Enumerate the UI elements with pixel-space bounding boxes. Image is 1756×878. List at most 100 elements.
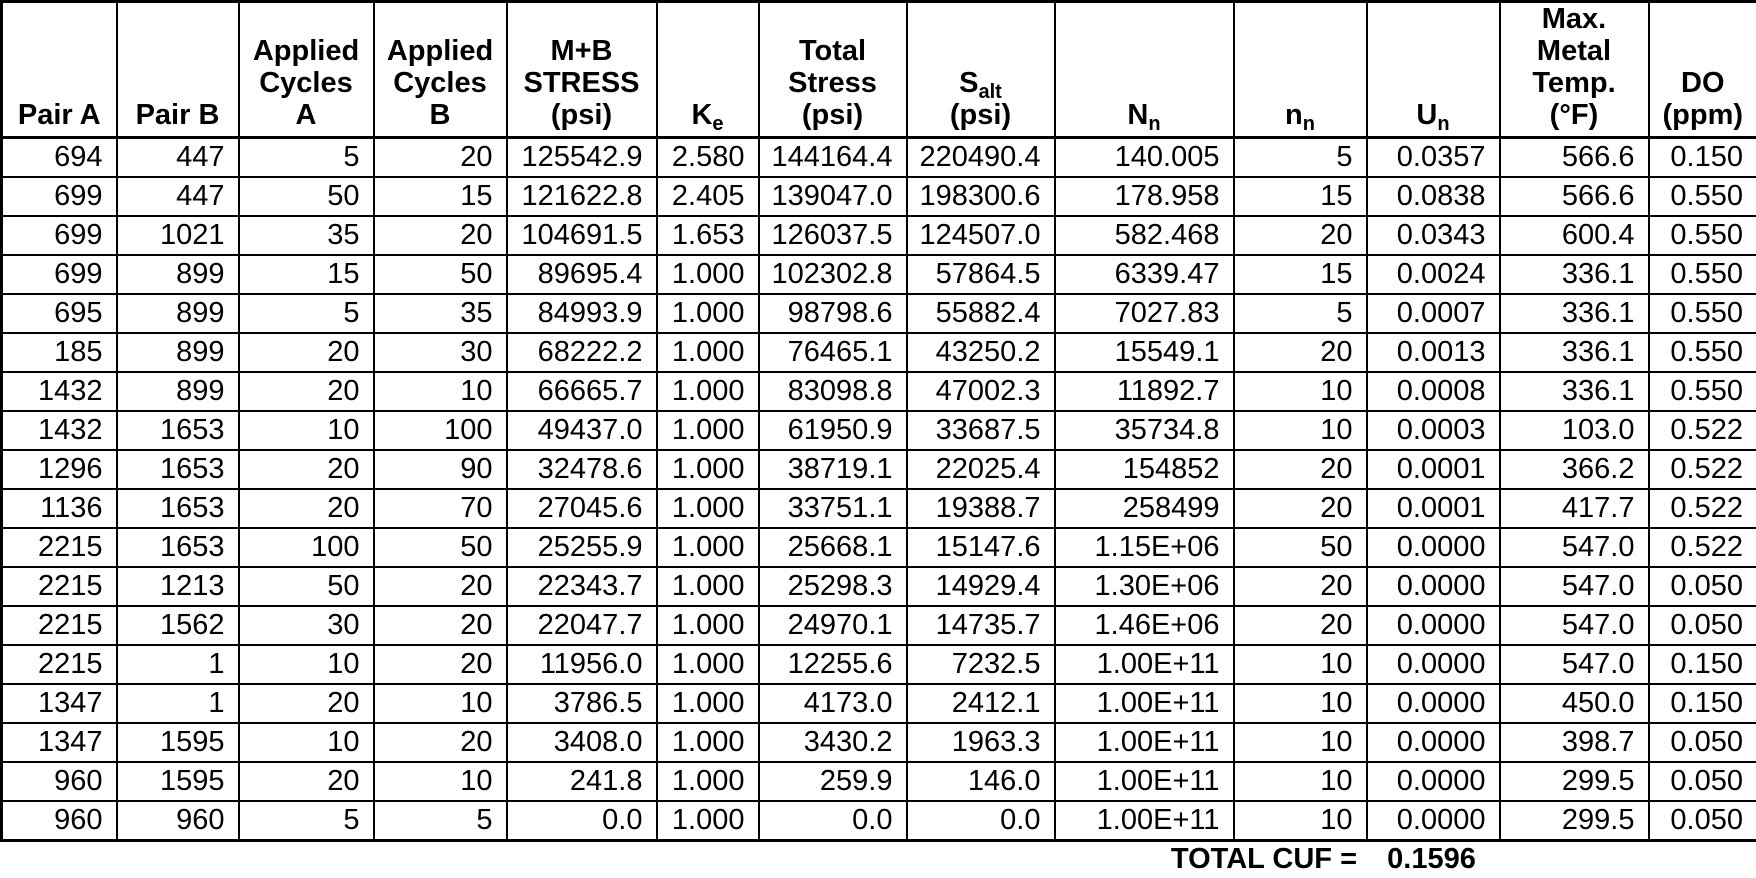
cell-applied-cycles-a: 5 (237, 800, 375, 842)
cell-ke: 1.000 (655, 527, 760, 568)
cell-applied-cycles-b: 10 (372, 683, 508, 724)
cell-mb-stress-psi: 104691.5 (505, 215, 658, 256)
cell-do-ppm: 0.550 (1647, 371, 1756, 412)
cell-pair-a: 699 (0, 215, 118, 256)
cell-applied-cycles-a: 100 (237, 527, 375, 568)
cell-usage-factor-n: 0.0000 (1365, 761, 1501, 802)
cell-pair-b: 899 (115, 254, 240, 295)
cell-total-stress-psi: 38719.1 (757, 449, 908, 490)
cell-applied-cycles-a: 10 (237, 410, 375, 451)
column-header-allowable-cycles-n: Nn (1053, 0, 1235, 139)
cell-applied-cycles-a: 35 (237, 215, 375, 256)
header-text: Total (798, 35, 867, 67)
column-header-max-metal-temp-f: Max. Metal Temp. (°F) (1498, 0, 1650, 139)
cell-applied-cycles-n: 10 (1232, 371, 1368, 412)
cell-allowable-cycles-n: 15549.1 (1053, 332, 1235, 373)
cell-applied-cycles-b: 20 (372, 136, 508, 178)
cell-applied-cycles-a: 5 (237, 293, 375, 334)
cell-applied-cycles-a: 20 (237, 761, 375, 802)
cell-pair-b: 1021 (115, 215, 240, 256)
cell-allowable-cycles-n: 1.00E+11 (1053, 722, 1235, 763)
cell-salt-psi: 198300.6 (905, 176, 1056, 217)
cell-ke: 1.000 (655, 254, 760, 295)
table-row: 699 899 15 50 89695.4 1.000 102302.8 57864.5 633… (0, 254, 1756, 295)
cell-pair-a: 694 (0, 136, 118, 178)
cell-total-stress-psi: 12255.6 (757, 644, 908, 685)
cell-applied-cycles-n: 10 (1232, 722, 1368, 763)
cell-mb-stress-psi: 49437.0 (505, 410, 658, 451)
cell-applied-cycles-b: 20 (372, 644, 508, 685)
table-row: 1432 899 20 10 66665.7 1.000 83098.8 47002.3 118… (0, 371, 1756, 412)
cell-applied-cycles-b: 5 (372, 800, 508, 842)
cell-max-metal-temp-f: 398.7 (1498, 722, 1650, 763)
header-text: Applied (252, 35, 360, 67)
cell-applied-cycles-a: 30 (237, 605, 375, 646)
cell-applied-cycles-a: 20 (237, 332, 375, 373)
cell-pair-a: 2215 (0, 605, 118, 646)
cell-pair-b: 1653 (115, 449, 240, 490)
cell-ke: 1.000 (655, 800, 760, 842)
cell-pair-b: 899 (115, 371, 240, 412)
header-text: (psi) (801, 99, 864, 131)
cell-max-metal-temp-f: 547.0 (1498, 644, 1650, 685)
cell-do-ppm: 0.550 (1647, 215, 1756, 256)
header-text: Un (1416, 99, 1450, 135)
header-text: (psi) (550, 99, 613, 131)
cell-applied-cycles-n: 15 (1232, 176, 1368, 217)
cell-allowable-cycles-n: 140.005 (1053, 136, 1235, 178)
cell-usage-factor-n: 0.0000 (1365, 644, 1501, 685)
cell-allowable-cycles-n: 582.468 (1053, 215, 1235, 256)
cell-pair-b: 447 (115, 136, 240, 178)
cell-total-stress-psi: 0.0 (757, 800, 908, 842)
table-row: 1432 1653 10 100 49437.0 1.000 61950.9 33687.5 3… (0, 410, 1756, 451)
cell-salt-psi: 2412.1 (905, 683, 1056, 724)
cell-pair-a: 699 (0, 176, 118, 217)
cell-do-ppm: 0.522 (1647, 527, 1756, 568)
cell-mb-stress-psi: 27045.6 (505, 488, 658, 529)
cell-applied-cycles-b: 50 (372, 254, 508, 295)
cell-mb-stress-psi: 84993.9 (505, 293, 658, 334)
cell-ke: 2.405 (655, 176, 760, 217)
cell-salt-psi: 7232.5 (905, 644, 1056, 685)
header-subscript: n (1437, 113, 1450, 135)
cell-ke: 1.000 (655, 293, 760, 334)
cell-applied-cycles-b: 10 (372, 761, 508, 802)
cell-ke: 1.000 (655, 683, 760, 724)
cell-pair-a: 1432 (0, 410, 118, 451)
cell-applied-cycles-b: 35 (372, 293, 508, 334)
cell-allowable-cycles-n: 7027.83 (1053, 293, 1235, 334)
cell-salt-psi: 15147.6 (905, 527, 1056, 568)
header-text: Applied (386, 35, 494, 67)
cell-pair-a: 960 (0, 761, 118, 802)
cell-max-metal-temp-f: 547.0 (1498, 527, 1650, 568)
cell-ke: 2.580 (655, 136, 760, 178)
cell-applied-cycles-b: 30 (372, 332, 508, 373)
cell-max-metal-temp-f: 417.7 (1498, 488, 1650, 529)
cell-mb-stress-psi: 3408.0 (505, 722, 658, 763)
cell-applied-cycles-b: 20 (372, 215, 508, 256)
table-header-row: Pair A Pair B Applied Cycles A Applied Cycles B… (0, 0, 1756, 139)
header-subscript: e (712, 113, 724, 135)
cell-do-ppm: 0.522 (1647, 410, 1756, 451)
table-row: 960 1595 20 10 241.8 1.000 259.9 146.0 1.00E+11 1… (0, 761, 1756, 802)
cell-applied-cycles-b: 50 (372, 527, 508, 568)
total-cuf-row: TOTAL CUF = 0.1596 (0, 842, 1756, 875)
table-row: 1136 1653 20 70 27045.6 1.000 33751.1 19388.7 25… (0, 488, 1756, 529)
cell-mb-stress-psi: 22343.7 (505, 566, 658, 607)
cell-pair-b: 1 (115, 644, 240, 685)
cell-applied-cycles-a: 10 (237, 644, 375, 685)
cell-total-stress-psi: 139047.0 (757, 176, 908, 217)
cell-max-metal-temp-f: 600.4 (1498, 215, 1650, 256)
cell-total-stress-psi: 259.9 (757, 761, 908, 802)
cell-applied-cycles-b: 70 (372, 488, 508, 529)
cell-pair-a: 1347 (0, 722, 118, 763)
cell-max-metal-temp-f: 103.0 (1498, 410, 1650, 451)
cell-usage-factor-n: 0.0000 (1365, 800, 1501, 842)
table-row: 1296 1653 20 90 32478.6 1.000 38719.1 22025.4 15… (0, 449, 1756, 490)
cell-max-metal-temp-f: 566.6 (1498, 176, 1650, 217)
column-header-ke: Ke (655, 0, 760, 139)
cell-total-stress-psi: 25668.1 (757, 527, 908, 568)
cell-applied-cycles-a: 50 (237, 566, 375, 607)
cell-applied-cycles-n: 10 (1232, 800, 1368, 842)
cell-applied-cycles-b: 20 (372, 722, 508, 763)
